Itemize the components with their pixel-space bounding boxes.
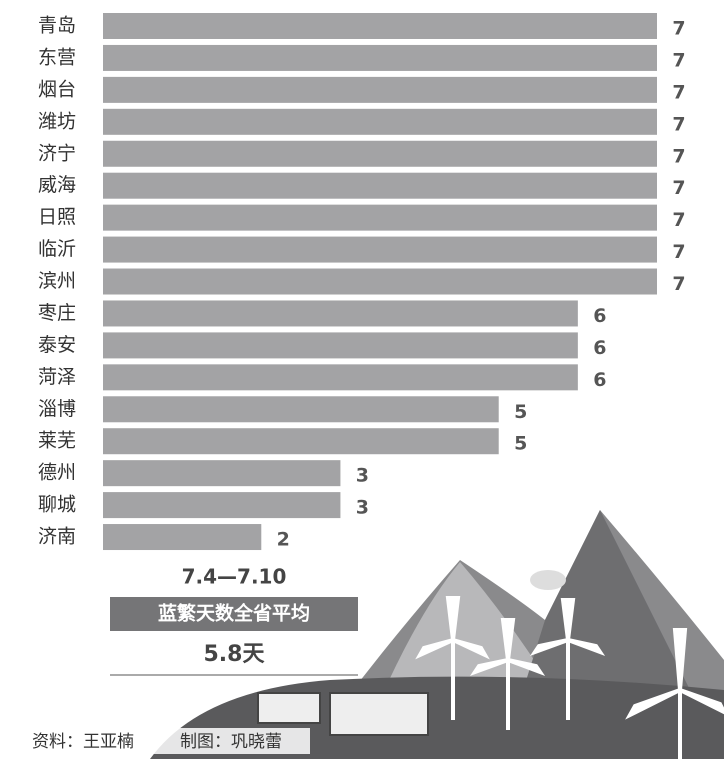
value-label: 6 bbox=[593, 305, 606, 327]
mountain-light bbox=[380, 562, 560, 700]
caption-box bbox=[110, 597, 358, 631]
bar bbox=[103, 108, 657, 135]
category-label: 济宁 bbox=[38, 142, 76, 164]
solar-panel bbox=[329, 692, 429, 736]
bar bbox=[103, 396, 499, 423]
category-label: 德州 bbox=[38, 462, 76, 484]
value-label: 7 bbox=[672, 18, 685, 40]
turbine-blades bbox=[625, 628, 724, 720]
category-label: 烟台 bbox=[38, 78, 76, 100]
bar bbox=[103, 364, 578, 391]
category-label: 聊城 bbox=[38, 494, 76, 516]
value-label: 7 bbox=[672, 49, 685, 71]
bar bbox=[103, 332, 578, 359]
value-label: 3 bbox=[356, 465, 369, 487]
value-label: 7 bbox=[672, 113, 685, 135]
turbine-blades bbox=[469, 618, 546, 677]
value-label: 6 bbox=[593, 337, 606, 359]
bar bbox=[103, 204, 657, 231]
value-label: 7 bbox=[672, 209, 685, 231]
category-label: 菏泽 bbox=[38, 366, 76, 388]
source-bg bbox=[28, 728, 310, 754]
period: 7.4—7.10 bbox=[182, 565, 287, 589]
category-label: 青岛 bbox=[38, 15, 76, 37]
value-label: 6 bbox=[593, 369, 606, 391]
bar bbox=[103, 236, 657, 263]
category-label: 泰安 bbox=[38, 334, 76, 356]
value-label: 7 bbox=[672, 177, 685, 199]
value-label: 7 bbox=[672, 145, 685, 167]
value-label: 7 bbox=[672, 81, 685, 103]
solar-panel bbox=[257, 692, 321, 724]
value-label: 5 bbox=[514, 401, 527, 423]
category-label: 威海 bbox=[38, 174, 76, 196]
cloud bbox=[530, 570, 566, 590]
category-label: 淄博 bbox=[38, 398, 76, 420]
category-label: 东营 bbox=[38, 46, 76, 68]
value-label: 7 bbox=[672, 273, 685, 295]
category-label: 枣庄 bbox=[38, 302, 76, 324]
bar bbox=[103, 140, 657, 167]
turbines bbox=[415, 596, 724, 759]
bar bbox=[103, 268, 657, 295]
mountain-dark bbox=[520, 510, 690, 700]
category-label: 潍坊 bbox=[38, 110, 76, 132]
credit: 制图：巩晓蕾 bbox=[180, 732, 282, 752]
source: 资料：王亚楠 bbox=[32, 732, 134, 752]
value-label: 2 bbox=[277, 529, 290, 551]
category-label: 莱芜 bbox=[38, 430, 76, 452]
value-label: 7 bbox=[672, 241, 685, 263]
turbine-blades bbox=[529, 598, 606, 657]
caption: 蓝繁天数全省平均 bbox=[158, 602, 310, 625]
average: 5.8天 bbox=[204, 642, 266, 667]
bar bbox=[103, 13, 657, 39]
value-label: 5 bbox=[514, 433, 527, 455]
bar bbox=[103, 300, 578, 327]
bar bbox=[103, 524, 262, 551]
category-label: 临沂 bbox=[38, 238, 76, 260]
bar bbox=[103, 76, 657, 103]
category-label: 济南 bbox=[38, 526, 76, 548]
bar bbox=[103, 172, 657, 199]
turbine-blades bbox=[415, 596, 490, 660]
bar bbox=[103, 460, 341, 487]
value-label: 3 bbox=[356, 497, 369, 519]
category-label: 滨州 bbox=[38, 270, 76, 292]
category-label: 日照 bbox=[38, 206, 76, 228]
bar bbox=[103, 492, 341, 519]
bar bbox=[103, 428, 499, 455]
bar bbox=[103, 44, 657, 71]
